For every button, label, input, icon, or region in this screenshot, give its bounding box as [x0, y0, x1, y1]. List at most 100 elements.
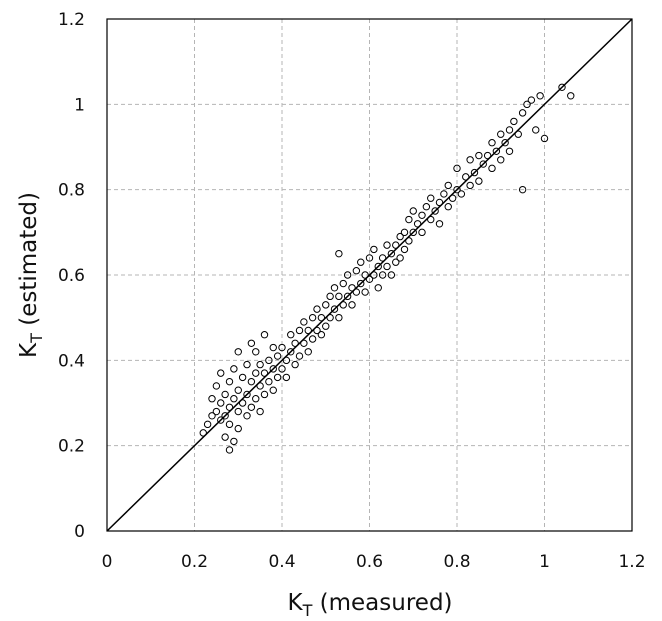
- y-tick-labels: 0 0.2 0.4 0.6 0.8 1 1.2: [58, 10, 85, 542]
- data-point: [322, 322, 330, 330]
- x-tick-label: 0: [102, 552, 113, 572]
- data-point: [300, 318, 308, 326]
- data-point: [322, 301, 330, 309]
- plot-area: [106, 18, 633, 532]
- data-point: [357, 258, 365, 266]
- data-point: [488, 164, 496, 173]
- y-tick-label: 1: [74, 95, 85, 115]
- data-point: [287, 348, 295, 356]
- data-point: [256, 360, 264, 369]
- data-point: [243, 360, 251, 369]
- data-point: [221, 412, 229, 420]
- data-point: [252, 369, 260, 377]
- data-point: [282, 373, 291, 382]
- data-point: [295, 326, 304, 335]
- x-tick-label: 1: [539, 552, 550, 572]
- data-point: [409, 207, 417, 215]
- x-axis-title-rest: (measured): [312, 590, 452, 616]
- data-point: [243, 390, 251, 399]
- data-point: [392, 241, 400, 249]
- y-axis-title-main: K: [16, 342, 42, 358]
- data-point: [444, 181, 452, 190]
- data-point: [304, 348, 312, 356]
- data-point: [300, 339, 308, 347]
- data-point: [225, 446, 234, 454]
- data-point: [343, 271, 352, 279]
- data-point: [374, 262, 382, 271]
- data-point: [427, 194, 435, 202]
- data-point: [518, 109, 527, 117]
- data-point: [238, 399, 247, 407]
- data-point: [348, 284, 356, 292]
- data-point: [483, 151, 492, 160]
- data-point: [247, 377, 256, 386]
- data-point: [256, 407, 264, 416]
- data-point: [313, 305, 321, 313]
- data-point: [256, 382, 264, 390]
- data-point: [501, 139, 509, 147]
- data-point: [217, 416, 225, 424]
- data-points: [199, 83, 575, 454]
- y-tick-label: 0.2: [58, 437, 85, 457]
- data-point: [365, 275, 374, 283]
- y-tick-label: 0: [74, 522, 85, 542]
- x-axis-title-subscript: T: [302, 601, 313, 620]
- data-point: [444, 203, 452, 211]
- data-point: [225, 403, 234, 411]
- x-tick-label: 0.6: [356, 552, 383, 572]
- data-point: [383, 262, 391, 271]
- data-point: [282, 356, 291, 365]
- gridlines: [107, 19, 632, 531]
- data-point: [243, 412, 251, 420]
- data-point: [457, 190, 466, 198]
- data-point: [422, 203, 431, 211]
- data-point: [348, 301, 356, 309]
- data-point: [269, 386, 277, 394]
- data-point: [413, 220, 422, 228]
- data-point: [291, 339, 299, 347]
- y-tick-label: 0.4: [58, 351, 85, 371]
- data-point: [518, 185, 527, 194]
- data-point: [357, 279, 365, 288]
- data-point: [308, 313, 317, 322]
- x-tick-label: 0.4: [268, 552, 295, 572]
- data-point: [418, 228, 426, 237]
- data-point: [212, 382, 221, 390]
- data-point: [278, 365, 286, 373]
- data-point: [418, 211, 426, 219]
- data-point: [247, 339, 256, 347]
- data-point: [527, 96, 536, 104]
- data-point: [221, 433, 229, 441]
- data-point: [269, 343, 277, 352]
- x-tick-label: 1.2: [618, 552, 645, 572]
- data-point: [475, 151, 483, 160]
- data-point: [466, 156, 474, 164]
- data-point: [335, 249, 343, 258]
- data-point: [488, 139, 496, 147]
- identity-line: [106, 18, 633, 532]
- y-tick-label: 1.2: [58, 10, 85, 30]
- data-point: [567, 92, 575, 100]
- data-point: [217, 399, 225, 407]
- data-point: [405, 237, 413, 245]
- data-point: [252, 395, 260, 403]
- data-point: [378, 271, 387, 279]
- data-point: [497, 130, 505, 138]
- data-point: [435, 220, 444, 228]
- data-point: [387, 271, 396, 279]
- data-point: [383, 241, 391, 249]
- data-point: [326, 292, 334, 301]
- data-point: [225, 377, 234, 386]
- data-point: [448, 194, 457, 202]
- data-point: [221, 390, 229, 399]
- data-point: [409, 228, 417, 237]
- data-point: [291, 360, 299, 369]
- data-point: [234, 386, 242, 394]
- x-axis-title: KT (measured): [287, 590, 452, 620]
- data-point: [208, 412, 216, 420]
- data-point: [339, 301, 347, 309]
- data-point: [387, 249, 396, 258]
- data-point: [497, 156, 505, 164]
- data-point: [536, 92, 544, 100]
- data-point: [558, 83, 566, 91]
